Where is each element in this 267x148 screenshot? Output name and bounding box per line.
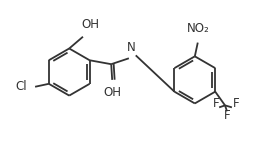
Text: OH: OH bbox=[103, 86, 121, 99]
Text: F: F bbox=[213, 97, 219, 110]
Text: F: F bbox=[233, 97, 239, 110]
Text: NO₂: NO₂ bbox=[186, 22, 209, 35]
Text: OH: OH bbox=[82, 18, 100, 31]
Text: F: F bbox=[224, 109, 230, 122]
Text: Cl: Cl bbox=[16, 80, 27, 93]
Text: N: N bbox=[127, 41, 135, 54]
